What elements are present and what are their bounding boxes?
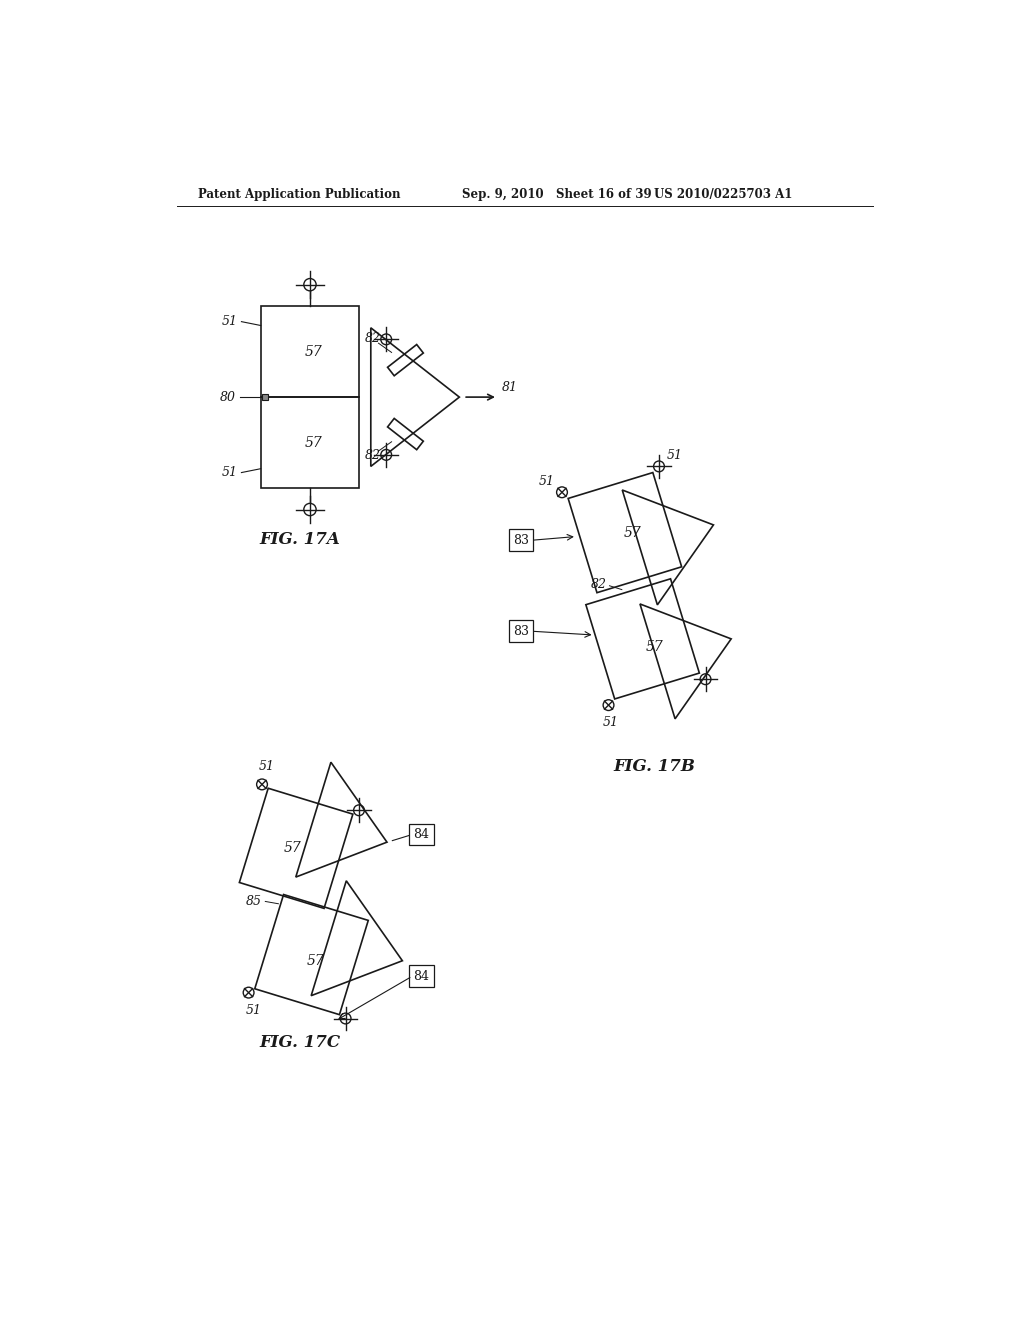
Text: 51: 51 <box>245 1005 261 1018</box>
Text: 51: 51 <box>259 760 274 772</box>
Text: 51: 51 <box>539 475 554 488</box>
Text: 57: 57 <box>624 525 641 540</box>
Text: 82: 82 <box>366 449 381 462</box>
Text: 57: 57 <box>305 436 323 450</box>
Text: Sep. 9, 2010   Sheet 16 of 39: Sep. 9, 2010 Sheet 16 of 39 <box>462 187 651 201</box>
Text: 57: 57 <box>284 841 301 855</box>
Text: 51: 51 <box>667 449 683 462</box>
Text: 81: 81 <box>502 381 518 395</box>
Text: 57: 57 <box>305 345 323 359</box>
Text: 80: 80 <box>220 391 237 404</box>
Text: 83: 83 <box>513 624 529 638</box>
Bar <box>262 395 267 400</box>
Text: 51: 51 <box>221 315 238 329</box>
Text: 51: 51 <box>603 715 618 729</box>
Text: FIG. 17B: FIG. 17B <box>613 758 695 775</box>
Text: 83: 83 <box>513 533 529 546</box>
Text: 82: 82 <box>591 578 606 591</box>
Text: Patent Application Publication: Patent Application Publication <box>199 187 400 201</box>
Text: 85: 85 <box>246 895 261 908</box>
Text: 84: 84 <box>414 970 430 982</box>
Text: 82: 82 <box>366 333 381 345</box>
Text: 57: 57 <box>645 640 663 653</box>
Text: FIG. 17A: FIG. 17A <box>260 531 340 548</box>
Text: US 2010/0225703 A1: US 2010/0225703 A1 <box>654 187 793 201</box>
Text: 84: 84 <box>414 828 430 841</box>
Text: 51: 51 <box>221 466 238 479</box>
Text: FIG. 17C: FIG. 17C <box>259 1034 341 1051</box>
Text: 57: 57 <box>306 954 325 968</box>
